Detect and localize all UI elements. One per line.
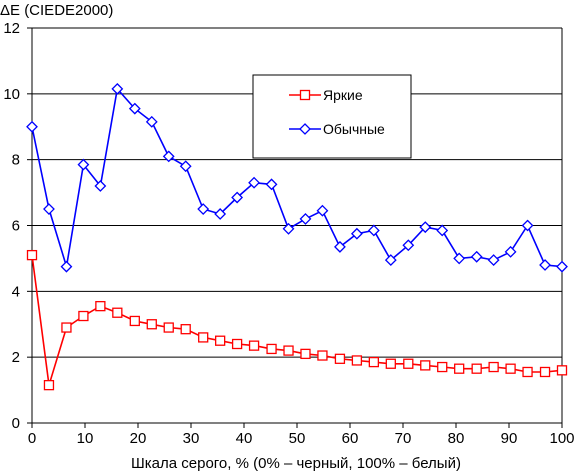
legend-box <box>252 74 412 159</box>
series-normal-point <box>26 120 38 133</box>
y-tick-label: 0 <box>12 415 20 432</box>
x-tick-label: 90 <box>501 430 518 447</box>
series-normal-point <box>539 259 551 271</box>
series-bright-point <box>26 249 38 261</box>
series-normal-point <box>521 219 534 232</box>
series-normal-point <box>453 252 466 265</box>
legend-item-bright-label: Яркие <box>323 87 363 103</box>
series-normal-point <box>402 239 415 252</box>
series-normal-point <box>556 260 568 273</box>
series-normal <box>26 82 568 273</box>
y-tick-label: 12 <box>3 20 20 37</box>
series-bright-point <box>146 319 157 330</box>
legend-item-normal-marker <box>299 123 311 135</box>
series-bright-point <box>437 361 448 373</box>
series-normal-point <box>111 82 124 95</box>
x-axis-title: Шкала серого, % (0% – черный, 100% – бел… <box>131 455 461 472</box>
series-normal-point <box>299 212 312 225</box>
x-tick-label: 10 <box>77 430 94 447</box>
series-bright-point <box>556 365 568 376</box>
series-bright-point <box>539 366 551 378</box>
series-normal-point <box>504 245 517 258</box>
series-normal-point <box>231 191 244 204</box>
series-bright-line <box>31 254 563 386</box>
series-bright-point <box>385 358 396 369</box>
series-normal-point <box>384 254 397 266</box>
legend-item-normal-label: Обычные <box>323 121 385 137</box>
x-tick-label: 50 <box>289 430 306 447</box>
series-bright-point <box>471 363 482 374</box>
x-tick-label: 100 <box>549 430 574 447</box>
x-tick-label: 60 <box>342 430 359 447</box>
series-normal-point <box>350 227 363 240</box>
series-normal-point <box>265 178 278 191</box>
series-normal-point <box>487 254 500 266</box>
series-normal-point <box>419 221 432 234</box>
axes <box>27 27 563 428</box>
x-tick-label: 80 <box>448 430 465 447</box>
series-normal-point <box>214 208 227 220</box>
series-bright-point <box>78 310 89 322</box>
series-bright-point <box>505 363 516 374</box>
legend-item-bright-marker <box>299 89 311 101</box>
series-bright-point <box>454 363 465 374</box>
series-normal-point <box>282 222 295 235</box>
series-bright-point <box>420 360 431 371</box>
series-bright-point <box>488 361 499 373</box>
series-bright-point <box>300 348 311 360</box>
series-bright-point <box>334 353 346 364</box>
series-bright-point <box>129 315 140 327</box>
series-normal-point <box>77 158 90 171</box>
series-bright-point <box>283 345 294 356</box>
y-tick-label: 2 <box>12 349 20 366</box>
series-bright-point <box>403 358 414 369</box>
series-bright-point <box>317 350 328 361</box>
y-tick-label: 10 <box>3 86 20 103</box>
series-bright-point <box>163 322 174 333</box>
y-tick-label: 6 <box>12 218 20 235</box>
series-bright <box>26 249 568 391</box>
series-normal-point <box>316 204 329 217</box>
series-bright-point <box>112 307 123 318</box>
x-tick-label: 0 <box>28 430 36 447</box>
series-normal-point <box>179 160 192 173</box>
series-normal-point <box>470 250 483 263</box>
x-tick-label: 20 <box>130 430 147 447</box>
series-bright-point <box>95 300 106 312</box>
series-normal-point <box>367 224 380 237</box>
series-normal-point <box>436 224 449 237</box>
x-tick-label: 40 <box>236 430 253 447</box>
legend: Яркие Обычные <box>252 74 412 159</box>
series-normal-point <box>94 180 107 192</box>
series-bright-point <box>198 332 209 343</box>
series-bright-point <box>351 355 363 366</box>
series-normal-point <box>162 150 175 163</box>
series-bright-point <box>214 335 226 346</box>
series-normal-point <box>334 240 346 253</box>
series-bright-point <box>231 338 243 350</box>
series-bright-point <box>61 322 72 333</box>
series-bright-point <box>43 379 55 391</box>
x-tick-label: 70 <box>395 430 412 447</box>
series-normal-point <box>197 203 210 215</box>
y-tick-label: 8 <box>12 152 20 169</box>
series-normal-point <box>60 260 73 273</box>
x-tick-label: 30 <box>183 430 200 447</box>
series-bright-point <box>368 356 380 368</box>
tick-labels: 0 2 4 6 8 10 12 0 10 20 30 40 50 60 70 80 90 100 <box>3 20 574 447</box>
series-normal-point <box>248 176 260 189</box>
y-tick-label: 4 <box>12 283 20 300</box>
series-bright-point <box>266 343 277 355</box>
series-bright-point <box>180 324 191 335</box>
series-normal-point <box>128 102 141 115</box>
series-bright-point <box>522 366 533 378</box>
series-layer <box>26 82 568 391</box>
series-normal-point <box>145 115 158 128</box>
series-bright-point <box>248 340 260 351</box>
series-normal-point <box>43 203 55 215</box>
y-axis-title: ΔE (CIEDE2000) <box>0 2 113 19</box>
